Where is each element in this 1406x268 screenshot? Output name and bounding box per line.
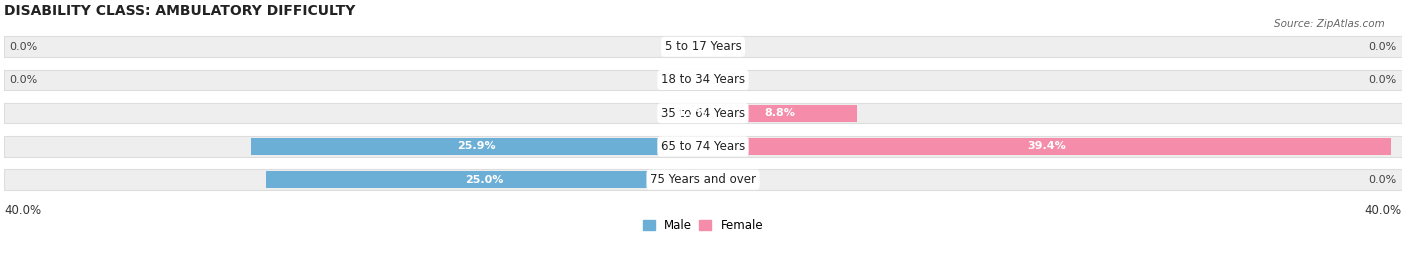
Text: 0.0%: 0.0% xyxy=(1368,42,1396,52)
Bar xyxy=(4,36,1402,57)
Bar xyxy=(4,70,1402,90)
Text: 35 to 64 Years: 35 to 64 Years xyxy=(661,107,745,120)
Bar xyxy=(4,136,1402,157)
Text: 0.0%: 0.0% xyxy=(1368,175,1396,185)
Bar xyxy=(681,105,703,122)
Text: 0.0%: 0.0% xyxy=(10,75,38,85)
Bar xyxy=(4,103,1402,124)
Text: 0.0%: 0.0% xyxy=(10,42,38,52)
Text: 65 to 74 Years: 65 to 74 Years xyxy=(661,140,745,153)
Bar xyxy=(266,171,703,188)
Text: 0.0%: 0.0% xyxy=(1368,75,1396,85)
Bar xyxy=(4,169,1402,190)
Text: 40.0%: 40.0% xyxy=(1365,204,1402,217)
Legend: Male, Female: Male, Female xyxy=(638,214,768,236)
Text: 75 Years and over: 75 Years and over xyxy=(650,173,756,186)
Text: DISABILITY CLASS: AMBULATORY DIFFICULTY: DISABILITY CLASS: AMBULATORY DIFFICULTY xyxy=(4,4,356,18)
Text: Source: ZipAtlas.com: Source: ZipAtlas.com xyxy=(1274,19,1385,29)
Text: 25.9%: 25.9% xyxy=(457,142,496,151)
Bar xyxy=(250,138,703,155)
Text: 8.8%: 8.8% xyxy=(765,108,796,118)
Text: 1.3%: 1.3% xyxy=(676,108,707,118)
Text: 18 to 34 Years: 18 to 34 Years xyxy=(661,73,745,87)
Bar xyxy=(703,105,856,122)
Text: 40.0%: 40.0% xyxy=(4,204,41,217)
Text: 39.4%: 39.4% xyxy=(1028,142,1067,151)
Text: 5 to 17 Years: 5 to 17 Years xyxy=(665,40,741,53)
Bar xyxy=(703,138,1392,155)
Text: 25.0%: 25.0% xyxy=(465,175,503,185)
